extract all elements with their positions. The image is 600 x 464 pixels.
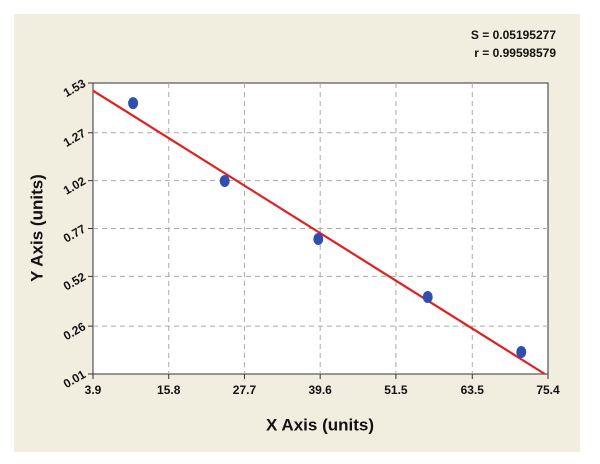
data-point (516, 345, 527, 358)
x-tick-label: 39.6 (309, 383, 333, 397)
x-tick-label: 63.5 (461, 383, 485, 397)
data-point (219, 175, 230, 188)
x-tick-label: 27.7 (233, 383, 257, 397)
data-point (422, 291, 433, 304)
x-tick-label: 3.9 (85, 383, 102, 397)
data-point (128, 97, 139, 110)
annotation: r = 0.99598579 (474, 46, 556, 60)
x-tick-label: 51.5 (384, 383, 408, 397)
fit-line (92, 89, 546, 375)
x-tick-label: 15.8 (157, 383, 181, 397)
data-point (313, 233, 324, 246)
x-tick-label: 75.4 (536, 383, 560, 397)
x-axis-title: X Axis (units) (266, 415, 374, 434)
y-axis-title: Y Axis (units) (27, 174, 46, 282)
annotation: S = 0.05195277 (471, 28, 556, 42)
